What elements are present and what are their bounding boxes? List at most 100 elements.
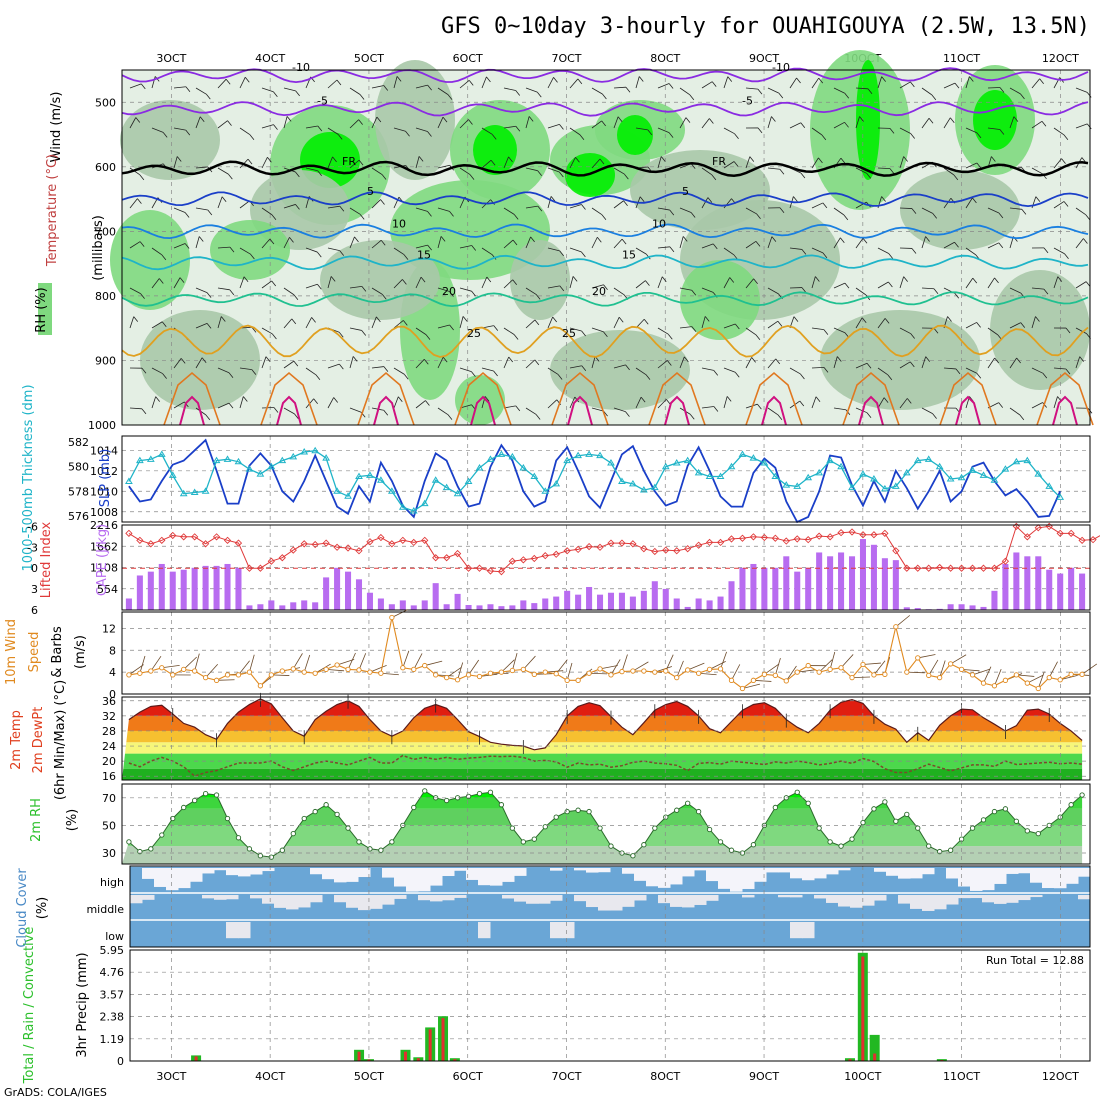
wind-speed-point [553,671,559,677]
wind-barb [862,238,868,244]
wind-barb [877,167,891,170]
wind-barb [528,116,534,122]
wind-barb [701,243,714,249]
wind-barb [723,161,735,169]
wind-barb [139,655,146,674]
y-tick-label: 28 [102,725,116,738]
li-point [848,528,856,536]
wind-barb [811,202,824,209]
cape-bar [717,596,724,610]
wind-barb [471,245,477,251]
wind-barb [811,77,820,89]
thickness-point [881,484,889,492]
wind-barb [625,411,630,417]
cape-bar [969,605,976,610]
y-tick-label: 36 [102,695,116,708]
wind-barb [635,247,647,255]
cloud-cell [622,868,635,874]
wind-barb [459,245,472,249]
rh-point [181,804,187,811]
cloud-cell [838,895,851,907]
wind-speed-point [520,666,526,673]
wind-speed-point [663,668,669,674]
thickness-point [289,452,298,460]
rh-point [531,836,537,842]
cloud-cell [238,922,251,939]
y-tick-label: 32 [102,710,116,723]
wind-barb [184,243,190,249]
wind-barb [437,236,442,249]
li-point [629,540,637,548]
cloud-cell [778,895,791,898]
wind-barb [525,319,536,329]
wind-barb [1009,116,1015,129]
wind-barb [393,247,405,255]
wind-barb [402,279,407,285]
wind-barb [976,132,982,139]
li-point [979,564,988,572]
rh-point [148,846,154,852]
wind-barb [503,239,514,249]
wind-speed-point [542,669,548,675]
y-tick-label-right: 1008 [90,506,118,519]
cloud-cell [1006,895,1019,903]
wind-barb [303,654,311,673]
cloud-cell [670,868,683,885]
cape-bar [542,598,549,610]
wind-barb [305,283,318,289]
cloud-cell [574,895,587,902]
wind-barb [508,356,514,363]
wind-barb [954,293,960,299]
rh-point [641,842,647,848]
wind-barb [315,374,321,381]
wind-barb [129,241,141,249]
thickness-point [453,489,462,497]
wind-barb [272,333,277,340]
thickness-point [135,456,144,464]
wind-speed-point [433,672,439,678]
rh-point [969,825,976,831]
rh-shade [973,90,1017,150]
wind-barb [1016,674,1035,677]
rh-point [772,804,778,811]
cape-bar [772,567,779,610]
wind-barb [162,132,168,138]
li-point [826,533,834,541]
rh-point [1024,828,1030,834]
wind-barb [371,167,383,175]
wind-barb [361,330,367,336]
wind-barb [785,665,797,682]
wind-barb [317,284,322,290]
y-tick-label: 20 [102,755,116,768]
wind-barb [1086,92,1092,98]
wind-barb [618,316,624,323]
isotherm-line [121,291,1089,308]
cape-bar [980,606,987,610]
wind-barb [723,127,735,135]
wind-barb [877,397,885,409]
thickness-point [760,459,769,466]
cape-bar [377,598,384,610]
wind-barb [525,167,538,172]
thickness-point [924,455,933,462]
cape-bar [334,567,341,610]
wind-barb [349,356,354,369]
wind-barb [380,199,385,205]
wind-barb [381,294,387,300]
cloud-cell [958,895,971,899]
precip-convective-bar [873,1053,877,1061]
wind-barb [402,650,410,668]
rh-point [323,802,329,808]
thickness-point [837,462,845,470]
wind-barb [161,321,167,328]
wind-barb [503,207,515,215]
cape-bar [859,539,867,610]
wind-speed-point [202,674,209,681]
wind-barb [327,363,340,369]
li-point [552,550,560,558]
wind-speed-point [235,672,242,678]
rh-point [192,797,198,804]
wind-speed-point [378,670,384,676]
wind-barb [921,287,935,290]
